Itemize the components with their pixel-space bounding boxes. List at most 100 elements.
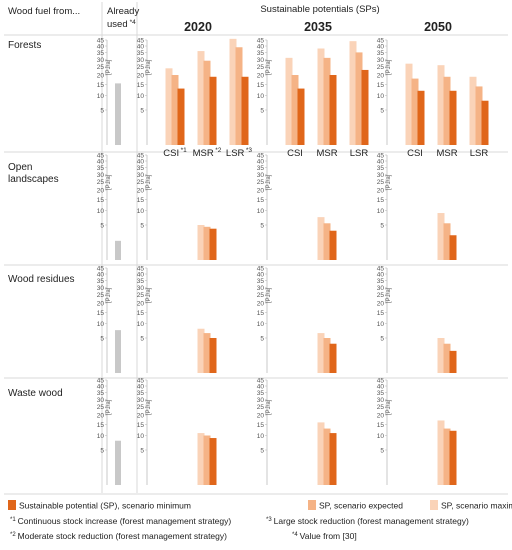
y-tick-label: 35 xyxy=(257,165,265,172)
bar-csi-minimum xyxy=(417,90,425,145)
legend-note-text: Moderate stock reduction (forest managem… xyxy=(18,531,227,541)
x-label-text: MSR xyxy=(193,148,214,159)
y-tick-label: 40 xyxy=(257,272,265,279)
y-tick-label: 35 xyxy=(97,165,105,172)
y-axis-unit: [PJ/a] xyxy=(146,174,152,190)
y-axis-unit: [PJ/a] xyxy=(146,59,152,75)
y-tick-label: 35 xyxy=(97,50,105,57)
legend-swatch-expected xyxy=(308,500,316,510)
y-tick-label: 30 xyxy=(377,57,385,64)
y-tick-label: 5 xyxy=(380,336,384,343)
bar-msr-expected xyxy=(323,428,331,485)
y-tick-label: 20 xyxy=(97,413,105,420)
y-tick-label: 40 xyxy=(97,272,105,279)
y-tick-label: 20 xyxy=(257,301,265,308)
y-axis-unit: [PJ/a] xyxy=(266,287,272,303)
y-tick-label: 15 xyxy=(377,422,385,429)
y-tick-label: 20 xyxy=(97,73,105,80)
bar-msr-expected xyxy=(443,76,451,145)
bar-already-used xyxy=(115,240,121,260)
bar-csi-minimum xyxy=(177,88,185,145)
x-label-lsr: LSR xyxy=(350,148,369,159)
x-label-msr: MSR xyxy=(316,148,337,159)
x-label-msr: MSR *2 xyxy=(193,147,222,159)
x-label-text: CSI xyxy=(407,148,423,159)
y-tick-label: 10 xyxy=(377,208,385,215)
panel-row-2: 51015202530354045[PJ/a]51015202530354045… xyxy=(97,266,457,373)
x-label-superscript: *3 xyxy=(246,147,253,154)
legend-note-key: *2 xyxy=(10,532,16,538)
y-tick-label: 45 xyxy=(97,38,105,45)
y-tick-label: 10 xyxy=(137,208,145,215)
y-tick-label: 45 xyxy=(257,153,265,160)
x-label-text: CSI xyxy=(287,148,303,159)
y-tick-label: 15 xyxy=(97,197,105,204)
y-tick-label: 25 xyxy=(377,292,385,299)
y-tick-label: 30 xyxy=(257,397,265,404)
bar-msr-minimum xyxy=(329,343,337,373)
x-label-msr: MSR xyxy=(436,148,457,159)
already-used-superscript: *4 xyxy=(130,19,137,26)
y-tick-label: 45 xyxy=(97,153,105,160)
y-tick-label: 30 xyxy=(137,285,145,292)
y-tick-label: 40 xyxy=(97,159,105,166)
y-tick-label: 5 xyxy=(260,223,264,230)
y-tick-label: 45 xyxy=(377,153,385,160)
y-tick-label: 30 xyxy=(377,397,385,404)
y-tick-label: 20 xyxy=(257,73,265,80)
y-axis-unit: [PJ/a] xyxy=(146,399,152,415)
legend-label-expected: SP, scenario expected xyxy=(319,501,403,511)
y-tick-label: 10 xyxy=(137,93,145,100)
x-label-superscript: *1 xyxy=(181,147,188,154)
y-tick-label: 5 xyxy=(380,448,384,455)
bar-msr-maximum xyxy=(437,420,445,485)
y-tick-label: 15 xyxy=(257,310,265,317)
legend-note-text: Continuous stock increase (forest manage… xyxy=(18,516,232,526)
legend-note-text: Value from [30] xyxy=(300,531,357,541)
bar-msr-maximum xyxy=(317,217,325,260)
legend-note-3: *3 Large stock reduction (forest manageme… xyxy=(266,516,469,526)
y-tick-label: 15 xyxy=(137,422,145,429)
y-tick-label: 25 xyxy=(257,64,265,71)
bar-csi-maximum xyxy=(165,68,173,145)
y-tick-label: 30 xyxy=(137,172,145,179)
y-tick-label: 25 xyxy=(97,179,105,186)
legend-note-key: *1 xyxy=(10,517,16,523)
y-tick-label: 45 xyxy=(137,266,145,273)
y-tick-label: 35 xyxy=(377,165,385,172)
bar-msr-expected xyxy=(203,435,211,485)
y-tick-label: 5 xyxy=(380,108,384,115)
y-tick-label: 35 xyxy=(377,50,385,57)
y-tick-label: 45 xyxy=(257,266,265,273)
y-tick-label: 10 xyxy=(377,433,385,440)
y-tick-label: 10 xyxy=(97,433,105,440)
legend-note-1: *1 Continuous stock increase (forest mana… xyxy=(10,516,231,526)
y-tick-label: 10 xyxy=(377,93,385,100)
y-tick-label: 15 xyxy=(137,197,145,204)
bar-lsr-maximum xyxy=(349,41,357,146)
year-2050-header: 2050 xyxy=(424,20,452,34)
y-axis-unit: [PJ/a] xyxy=(106,399,112,415)
y-tick-label: 20 xyxy=(377,301,385,308)
y-tick-label: 30 xyxy=(137,397,145,404)
y-tick-label: 25 xyxy=(137,292,145,299)
bar-msr-minimum xyxy=(449,350,457,373)
row-label-1-line-0: Open xyxy=(8,162,32,173)
bar-lsr-expected xyxy=(235,47,243,145)
x-label-lsr: LSR *3 xyxy=(226,147,253,159)
y-tick-label: 5 xyxy=(380,223,384,230)
bar-msr-minimum xyxy=(329,230,337,260)
bar-msr-expected xyxy=(203,226,211,260)
y-tick-label: 30 xyxy=(257,57,265,64)
bar-msr-expected xyxy=(443,428,451,485)
y-tick-label: 10 xyxy=(97,321,105,328)
y-tick-label: 25 xyxy=(137,179,145,186)
y-tick-label: 10 xyxy=(257,321,265,328)
